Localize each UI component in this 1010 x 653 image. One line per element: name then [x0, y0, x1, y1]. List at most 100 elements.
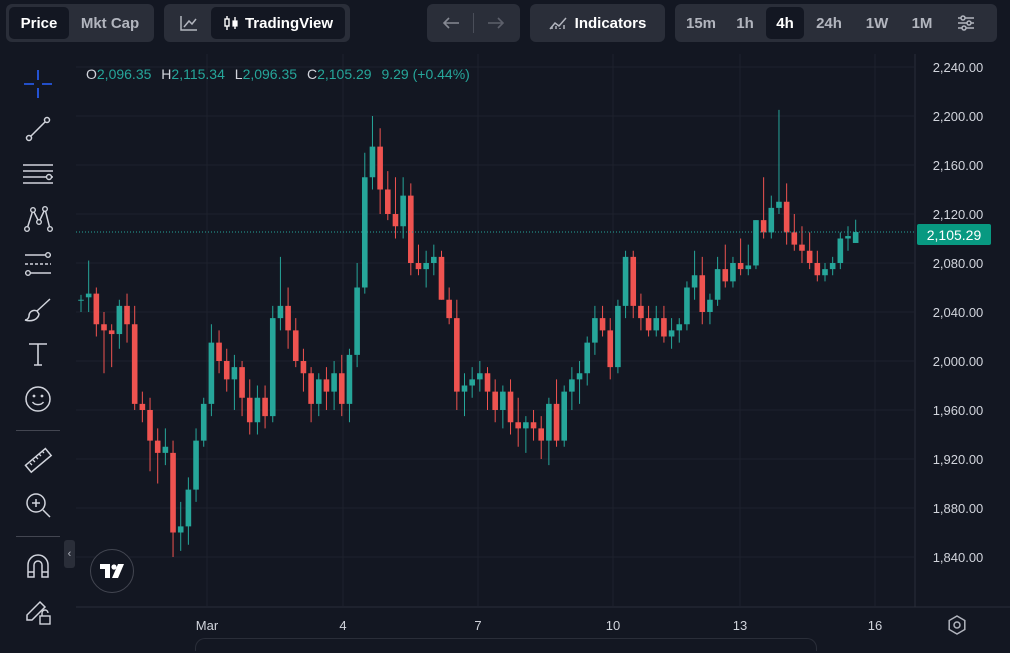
candle-body: [239, 367, 245, 398]
candle-body: [308, 373, 314, 404]
brush-icon: [24, 298, 51, 322]
trend-line-tool[interactable]: [18, 109, 58, 149]
toolbar-divider: [16, 430, 60, 431]
candle-body: [546, 403, 552, 441]
candle-body: [576, 373, 583, 380]
gear-icon: [948, 615, 966, 635]
line-chart-button[interactable]: [167, 7, 211, 39]
zoom-in-icon: [26, 493, 51, 518]
chart-settings-button[interactable]: [944, 7, 988, 39]
interval-1h[interactable]: 1h: [736, 14, 754, 32]
candle-body: [185, 489, 192, 527]
candle-body: [385, 189, 391, 214]
candle-body: [607, 330, 614, 368]
candle-body: [684, 287, 690, 325]
interval-15m[interactable]: 15m: [685, 14, 717, 32]
trend-line-icon: [25, 116, 51, 142]
divider: [473, 13, 474, 33]
candle-body: [645, 318, 652, 331]
candle-body: [477, 373, 483, 380]
zoom-in-tool[interactable]: [18, 485, 58, 525]
candle-body: [530, 422, 537, 429]
text-tool[interactable]: [18, 334, 58, 374]
toolbar-collapse-button[interactable]: ‹: [64, 540, 75, 568]
candle-body: [668, 330, 675, 337]
x-tick-label: 13: [733, 618, 747, 633]
tab-mkt-cap[interactable]: Mkt Cap: [80, 14, 140, 32]
candle-body: [837, 238, 844, 263]
y-tick-label: 2,120.00: [933, 207, 984, 222]
candle-body: [622, 256, 629, 306]
low-value: 2,096.35: [242, 66, 298, 82]
candle-body: [507, 391, 514, 423]
candle-body: [760, 220, 767, 233]
chevron-left-icon: ‹: [67, 548, 72, 560]
tab-price[interactable]: Price: [9, 7, 69, 39]
lock-drawings-tool[interactable]: [18, 591, 58, 631]
candle-body: [814, 263, 821, 276]
interval-24h[interactable]: 24h: [816, 14, 842, 32]
candle-body: [791, 232, 798, 245]
candle-body: [162, 446, 169, 453]
candle-body: [584, 342, 591, 374]
tradingview-chart-button[interactable]: TradingView: [211, 7, 345, 39]
candle-body: [615, 305, 621, 368]
candle-body: [216, 342, 222, 361]
y-tick-label: 1,960.00: [933, 403, 984, 418]
x-tick-label: Mar: [196, 618, 219, 633]
candle-body: [354, 287, 360, 355]
candle-body: [454, 318, 460, 392]
price-mode-toggle: Price Mkt Cap: [6, 4, 154, 42]
candle-body: [124, 305, 130, 325]
candles-icon: [224, 16, 238, 30]
ruler-tool[interactable]: [18, 440, 58, 480]
candle-body: [93, 293, 100, 325]
interval-1m[interactable]: 1M: [911, 14, 933, 32]
scale-settings-button[interactable]: [946, 614, 968, 636]
crosshair-tool[interactable]: [18, 64, 58, 104]
candle-body: [822, 269, 828, 276]
indicators-button[interactable]: Indicators: [530, 4, 665, 42]
y-tick-label: 2,240.00: [933, 60, 984, 75]
candle-body: [730, 263, 736, 282]
redo-button[interactable]: [476, 7, 517, 39]
candle-body: [231, 367, 238, 380]
candlestick-chart[interactable]: 2,240.00 2,200.00 2,160.00 2,120.00 2,080.00…: [76, 54, 1010, 648]
candle-body: [331, 373, 337, 392]
candle-body: [653, 318, 660, 331]
horizontal-lines-tool[interactable]: [18, 154, 58, 194]
candle-body: [400, 195, 406, 227]
close-key: C: [306, 66, 318, 82]
tradingview-logo[interactable]: [90, 549, 134, 593]
candle-body: [829, 263, 836, 270]
candle-body: [223, 361, 230, 380]
interval-1w[interactable]: 1W: [865, 14, 889, 32]
candle-body: [108, 330, 115, 335]
prediction-tool[interactable]: [18, 244, 58, 284]
pattern-tool[interactable]: [18, 199, 58, 239]
candle-body: [745, 265, 752, 270]
undo-button[interactable]: [430, 7, 471, 39]
chart-area[interactable]: 2,240.00 2,200.00 2,160.00 2,120.00 2,080.00…: [76, 54, 1010, 648]
candle-body: [254, 397, 261, 423]
history-controls: [427, 4, 520, 42]
indicators-label: Indicators: [574, 14, 647, 32]
candle-body: [200, 403, 207, 441]
interval-4h[interactable]: 4h: [766, 7, 804, 39]
brush-tool[interactable]: [18, 289, 58, 329]
x-tick-label: 10: [606, 618, 620, 633]
candle-body: [315, 379, 322, 404]
candle-body: [193, 440, 199, 490]
candle-body: [569, 379, 575, 392]
y-tick-label: 1,880.00: [933, 501, 984, 516]
emoji-tool[interactable]: [18, 379, 58, 419]
candle-body: [661, 318, 667, 337]
emoji-icon: [25, 386, 51, 412]
candle-body: [753, 220, 759, 266]
high-key: H: [161, 66, 172, 82]
high-value: 2,115.34: [171, 66, 225, 82]
ohlc-legend: O2,096.35 H2,115.34 L2,096.35 C2,105.29 …: [86, 66, 470, 82]
tradingview-logo-icon: [100, 564, 124, 578]
candle-body: [446, 299, 452, 319]
magnet-tool[interactable]: [18, 546, 58, 586]
